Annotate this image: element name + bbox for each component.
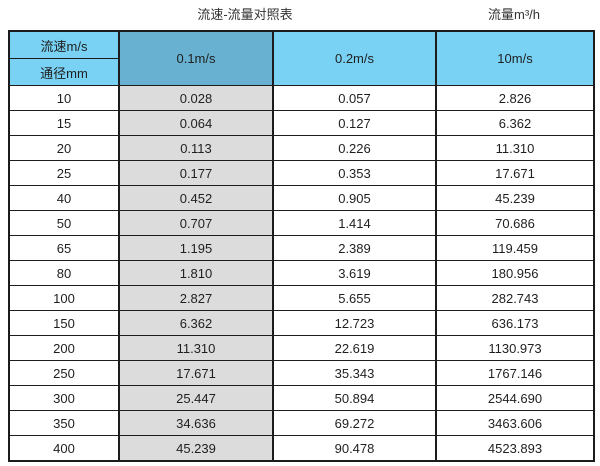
flow-unit-label: 流量m³/h [487, 7, 540, 22]
header-diameter-unit: 通径mm [8, 58, 120, 86]
flow-value-cell: 0.452 [118, 185, 274, 211]
flow-value-cell: 1130.973 [435, 335, 595, 361]
flow-value-cell: 3463.606 [435, 410, 595, 436]
flow-value-cell: 45.239 [435, 185, 595, 211]
diameter-cell: 200 [8, 335, 120, 361]
table-row: 250 17.671 35.343 1767.146 [8, 360, 595, 386]
diameter-cell: 80 [8, 260, 120, 286]
flow-value-cell: 2.826 [435, 85, 595, 111]
flow-value-cell: 1767.146 [435, 360, 595, 386]
page-title: 流速-流量对照表 [197, 7, 293, 22]
diameter-cell: 25 [8, 160, 120, 186]
table-row: 400 45.239 90.478 4523.893 [8, 435, 595, 462]
table-row: 350 34.636 69.272 3463.606 [8, 410, 595, 436]
flow-value-cell: 11.310 [118, 335, 274, 361]
flow-value-cell: 3.619 [272, 260, 437, 286]
table-row: 80 1.810 3.619 180.956 [8, 260, 595, 286]
flow-value-cell: 636.173 [435, 310, 595, 336]
table-header: 流速m/s 0.1m/s 0.2m/s 10m/s 通径mm [8, 30, 595, 86]
flow-value-cell: 35.343 [272, 360, 437, 386]
flow-value-cell: 0.064 [118, 110, 274, 136]
table-row: 50 0.707 1.414 70.686 [8, 210, 595, 236]
flow-value-cell: 0.707 [118, 210, 274, 236]
table-row: 20 0.113 0.226 11.310 [8, 135, 595, 161]
flow-value-cell: 34.636 [118, 410, 274, 436]
diameter-cell: 350 [8, 410, 120, 436]
flow-value-cell: 2544.690 [435, 385, 595, 411]
flow-value-cell: 0.028 [118, 85, 274, 111]
flow-value-cell: 70.686 [435, 210, 595, 236]
diameter-cell: 400 [8, 435, 120, 462]
flow-value-cell: 1.810 [118, 260, 274, 286]
header-col-0-1ms: 0.1m/s [118, 30, 274, 86]
header-col-0-2ms: 0.2m/s [272, 30, 437, 86]
table-row: 150 6.362 12.723 636.173 [8, 310, 595, 336]
flow-value-cell: 6.362 [435, 110, 595, 136]
flow-value-cell: 0.127 [272, 110, 437, 136]
table-row: 300 25.447 50.894 2544.690 [8, 385, 595, 411]
header-row-top: 流速m/s 0.1m/s 0.2m/s 10m/s [8, 30, 595, 86]
diameter-cell: 10 [8, 85, 120, 111]
diameter-cell: 50 [8, 210, 120, 236]
flow-value-cell: 50.894 [272, 385, 437, 411]
flow-value-cell: 0.113 [118, 135, 274, 161]
table-row: 15 0.064 0.127 6.362 [8, 110, 595, 136]
flow-value-cell: 1.195 [118, 235, 274, 261]
header-velocity-unit: 流速m/s [8, 30, 120, 59]
table-row: 10 0.028 0.057 2.826 [8, 85, 595, 111]
flow-value-cell: 2.389 [272, 235, 437, 261]
table-row: 25 0.177 0.353 17.671 [8, 160, 595, 186]
flow-value-cell: 0.905 [272, 185, 437, 211]
flow-value-cell: 4523.893 [435, 435, 595, 462]
table-row: 200 11.310 22.619 1130.973 [8, 335, 595, 361]
flow-value-cell: 12.723 [272, 310, 437, 336]
diameter-cell: 65 [8, 235, 120, 261]
diameter-cell: 300 [8, 385, 120, 411]
diameter-cell: 100 [8, 285, 120, 311]
diameter-cell: 250 [8, 360, 120, 386]
flow-value-cell: 25.447 [118, 385, 274, 411]
flow-value-cell: 90.478 [272, 435, 437, 462]
header-row-bottom: 通径mm [8, 58, 594, 86]
diameter-cell: 150 [8, 310, 120, 336]
diameter-cell: 20 [8, 135, 120, 161]
flow-value-cell: 17.671 [435, 160, 595, 186]
flow-rate-table: 流速m/s 0.1m/s 0.2m/s 10m/s 通径mm 10 0.028 0.… [8, 30, 595, 462]
flow-value-cell: 11.310 [435, 135, 595, 161]
flow-value-cell: 180.956 [435, 260, 595, 286]
diameter-cell: 15 [8, 110, 120, 136]
flow-value-cell: 5.655 [272, 285, 437, 311]
table-row: 40 0.452 0.905 45.239 [8, 185, 595, 211]
flow-value-cell: 2.827 [118, 285, 274, 311]
flow-value-cell: 119.459 [435, 235, 595, 261]
table-row: 65 1.195 2.389 119.459 [8, 235, 595, 261]
flow-value-cell: 1.414 [272, 210, 437, 236]
header-col-10ms: 10m/s [435, 30, 595, 86]
flow-value-cell: 0.353 [272, 160, 437, 186]
flow-value-cell: 0.226 [272, 135, 437, 161]
flow-value-cell: 0.057 [272, 85, 437, 111]
flow-value-cell: 6.362 [118, 310, 274, 336]
table-body: 10 0.028 0.057 2.826 15 0.064 0.127 6.362 20 0.11… [8, 85, 595, 462]
flow-value-cell: 282.743 [435, 285, 595, 311]
flow-value-cell: 45.239 [118, 435, 274, 462]
diameter-cell: 40 [8, 185, 120, 211]
flow-value-cell: 17.671 [118, 360, 274, 386]
table-row: 100 2.827 5.655 282.743 [8, 285, 595, 311]
flow-value-cell: 0.177 [118, 160, 274, 186]
flow-value-cell: 22.619 [272, 335, 437, 361]
flow-value-cell: 69.272 [272, 410, 437, 436]
